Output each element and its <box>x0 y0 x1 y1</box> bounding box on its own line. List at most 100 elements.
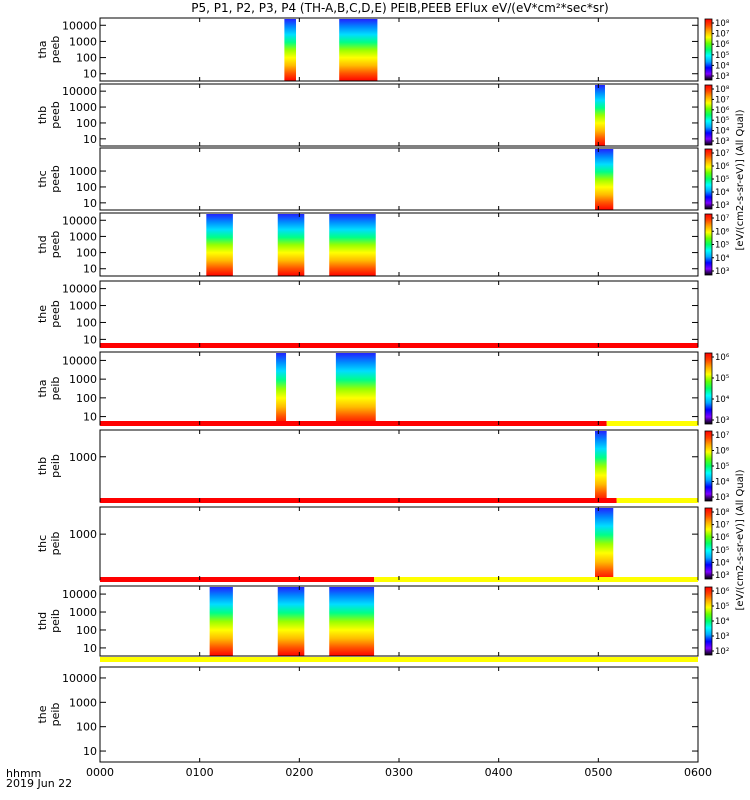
colorbar <box>704 507 713 580</box>
panel-frame <box>99 351 699 426</box>
y-tick-label: 10000 <box>62 672 97 685</box>
spectrogram-block <box>595 149 614 210</box>
spectrogram-block <box>595 431 607 502</box>
y-tick-label: 10000 <box>62 354 97 367</box>
panel-label-product: peib <box>49 532 62 556</box>
colorbar-label: 10⁷ <box>715 521 730 531</box>
spectrogram-block <box>595 508 614 580</box>
panel-label-product: peib <box>49 703 62 727</box>
flag-bar-yellow <box>606 421 698 426</box>
colorbar <box>704 148 713 210</box>
panel-frame <box>99 17 699 82</box>
spectrogram-block <box>284 19 297 81</box>
colorbar <box>704 213 713 276</box>
colorbar <box>704 18 713 81</box>
spectrogram-block <box>276 353 287 425</box>
colorbar-label: 10⁷ <box>715 149 730 159</box>
colorbar-label: 10⁸ <box>715 85 730 95</box>
y-tick-label: 1000 <box>69 230 97 243</box>
y-tick-label: 10000 <box>62 283 97 296</box>
colorbar-label: 10² <box>715 647 729 657</box>
flag-bar-yellow <box>374 577 698 582</box>
colorbar-label: 10⁸ <box>715 508 730 518</box>
colorbar-label: 10⁵ <box>715 51 729 61</box>
x-tick-label: 0000 <box>86 766 114 779</box>
colorbar-label: 10⁴ <box>715 254 730 264</box>
colorbar-label: 10⁶ <box>715 162 730 172</box>
y-tick-label: 100 <box>76 721 97 734</box>
colorbar-label: 10³ <box>715 632 729 642</box>
panel-label-probe: the <box>36 305 49 323</box>
x-tick-label: 0100 <box>186 766 214 779</box>
date-label: 2019 Jun 22 <box>6 777 73 790</box>
spectrogram-block <box>595 85 605 146</box>
colorbar-title-ion: [eV/(cm2-s-sr-eV)] (All Qual) <box>735 469 746 610</box>
y-tick-label: 10 <box>83 745 97 758</box>
x-tick-label: 0300 <box>385 766 413 779</box>
y-tick-label: 1000 <box>69 165 97 178</box>
y-tick-label: 10 <box>83 133 97 146</box>
colorbar-label: 10⁸ <box>715 19 730 29</box>
y-tick-label: 1000 <box>69 373 97 386</box>
colorbar-label: 10⁴ <box>715 478 730 488</box>
colorbar-label: 10³ <box>715 267 729 277</box>
colorbar-label: 10⁶ <box>715 106 730 116</box>
spectrogram-block <box>277 587 305 656</box>
panel-label-product: peeb <box>49 165 62 193</box>
spectrogram-block <box>335 353 376 425</box>
x-tick-label: 0500 <box>584 766 612 779</box>
colorbar-label: 10⁶ <box>715 587 730 597</box>
panel-label-product: peeb <box>49 101 62 129</box>
y-tick-label: 100 <box>76 52 97 65</box>
colorbar-label: 10⁵ <box>715 116 729 126</box>
colorbar <box>704 430 713 502</box>
panel-label-product: peib <box>49 377 62 401</box>
y-tick-label: 10000 <box>62 19 97 32</box>
y-tick-label: 10 <box>83 263 97 276</box>
y-tick-label: 100 <box>76 181 97 194</box>
panel-label-probe: thc <box>36 535 49 552</box>
colorbar-label: 10⁵ <box>715 546 729 556</box>
panel-label-product: peib <box>49 609 62 633</box>
colorbar-label: 10⁷ <box>715 431 730 441</box>
spectrogram-block <box>209 587 233 656</box>
colorbar-label: 10⁶ <box>715 353 730 363</box>
panel-frame <box>99 585 699 657</box>
colorbar-label: 10⁵ <box>715 374 729 384</box>
x-tick-label: 0400 <box>485 766 513 779</box>
colorbar-label: 10⁴ <box>715 558 730 568</box>
y-tick-label: 10 <box>83 411 97 424</box>
colorbar-label: 10³ <box>715 571 729 581</box>
flag-bar-yellow <box>616 498 698 503</box>
colorbar-label: 10⁶ <box>715 227 730 237</box>
colorbar-label: 10⁷ <box>715 95 730 105</box>
y-tick-label: 100 <box>76 247 97 260</box>
panel-label-probe: thb <box>36 106 49 124</box>
colorbar-title-electron: [eV/(cm2-s-sr-eV)] (All Qual) <box>735 109 746 250</box>
spectrogram-block <box>329 214 376 276</box>
y-tick-label: 1000 <box>69 528 97 541</box>
y-tick-label: 10000 <box>62 85 97 98</box>
colorbar-label: 10⁶ <box>715 40 730 50</box>
colorbar-label: 10⁵ <box>715 462 729 472</box>
panel-frame <box>99 429 699 503</box>
panel-frame <box>99 280 699 348</box>
y-tick-label: 10 <box>83 333 97 346</box>
panel-label-probe: the <box>36 705 49 723</box>
panel-label-product: peib <box>49 454 62 478</box>
panel-label-probe: tha <box>36 40 49 58</box>
y-tick-label: 1000 <box>69 696 97 709</box>
colorbar-label: 10⁶ <box>715 447 730 457</box>
colorbar <box>704 84 713 146</box>
y-tick-label: 10 <box>83 642 97 655</box>
colorbar-label: 10⁷ <box>715 214 730 224</box>
chart-title: P5, P1, P2, P3, P4 (TH-A,B,C,D,E) PEIB,P… <box>191 1 609 15</box>
colorbar-label: 10⁵ <box>715 241 729 251</box>
y-tick-label: 100 <box>76 392 97 405</box>
y-tick-label: 10 <box>83 197 97 210</box>
colorbar-label: 10⁴ <box>715 617 730 627</box>
x-tick-label: 0200 <box>285 766 313 779</box>
colorbar-label: 10³ <box>715 137 729 147</box>
colorbar-label: 10⁴ <box>715 61 730 71</box>
